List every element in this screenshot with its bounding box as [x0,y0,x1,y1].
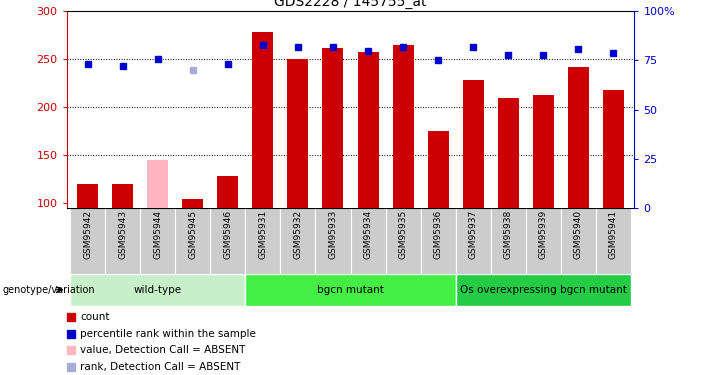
Text: GSM95931: GSM95931 [259,210,267,260]
Text: Os overexpressing bgcn mutant: Os overexpressing bgcn mutant [460,285,627,295]
Text: genotype/variation: genotype/variation [2,285,95,295]
Bar [568,67,589,208]
Text: GSM95933: GSM95933 [329,210,337,260]
Bar [140,208,175,274]
Bar [245,208,280,274]
Bar [182,198,203,208]
Text: GSM95940: GSM95940 [574,210,583,259]
Text: GSM95942: GSM95942 [83,210,92,259]
Text: GSM95938: GSM95938 [504,210,512,260]
Bar [358,52,379,208]
Bar [456,208,491,274]
Text: rank, Detection Call = ABSENT: rank, Detection Call = ABSENT [80,362,240,372]
Bar [526,208,561,274]
Text: GSM95945: GSM95945 [189,210,197,259]
Text: GSM95934: GSM95934 [364,210,372,259]
Bar [112,184,133,208]
Text: GSM95939: GSM95939 [539,210,547,260]
Text: value, Detection Call = ABSENT: value, Detection Call = ABSENT [80,345,245,355]
Bar [596,208,631,274]
Text: count: count [80,312,110,322]
Bar [533,95,554,208]
Bar [386,208,421,274]
Bar [498,98,519,208]
Bar [603,90,624,208]
Bar [428,131,449,208]
Text: GSM95932: GSM95932 [294,210,302,259]
Text: GSM95937: GSM95937 [469,210,477,260]
Bar [252,32,273,208]
Text: wild-type: wild-type [134,285,182,295]
Text: percentile rank within the sample: percentile rank within the sample [80,329,256,339]
Bar [105,208,140,274]
Bar [287,59,308,208]
Text: GSM95935: GSM95935 [399,210,407,260]
Bar [77,184,98,208]
Bar [393,45,414,208]
Bar [463,80,484,208]
Bar [456,274,631,306]
Text: bgcn mutant: bgcn mutant [317,285,384,295]
Text: GSM95944: GSM95944 [154,210,162,259]
Bar [421,208,456,274]
Text: GSM95936: GSM95936 [434,210,442,260]
Bar [210,208,245,274]
Bar [280,208,315,274]
Bar [70,274,245,306]
Bar [175,208,210,274]
Bar [491,208,526,274]
Text: GSM95941: GSM95941 [609,210,618,259]
Bar [70,208,105,274]
Bar [147,160,168,208]
Bar [561,208,596,274]
Bar [217,176,238,208]
Text: GSM95946: GSM95946 [224,210,232,259]
Text: GSM95943: GSM95943 [118,210,127,259]
Bar [350,208,386,274]
Bar [245,274,456,306]
Bar [322,48,343,208]
Bar [315,208,350,274]
Title: GDS2228 / 145755_at: GDS2228 / 145755_at [274,0,427,9]
